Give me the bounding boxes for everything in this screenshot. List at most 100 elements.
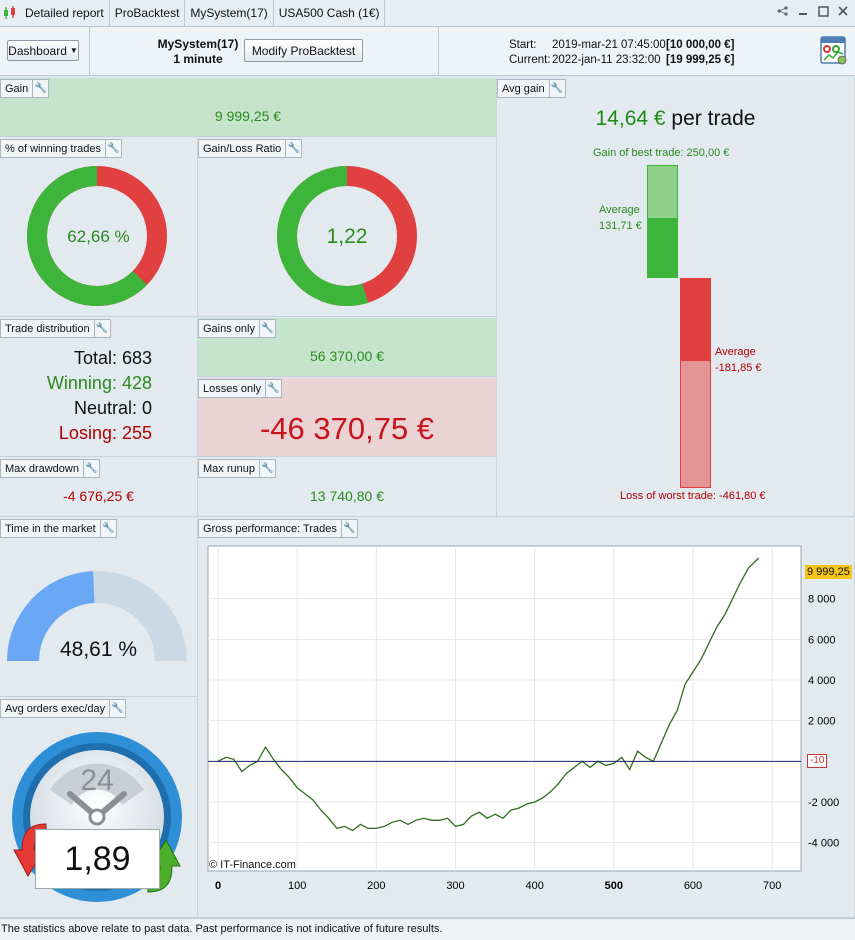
losses-only-title: Losses only [198, 379, 267, 398]
wrench-icon[interactable]: 🔧 [100, 519, 117, 538]
gross-performance-title: Gross performance: Trades [198, 519, 342, 538]
wrench-icon[interactable]: 🔧 [110, 699, 127, 718]
winning-trades-donut [27, 166, 167, 306]
tab-mysystem[interactable]: MySystem(17) [185, 0, 274, 27]
y-tick-label: -4 000 [808, 838, 839, 850]
share-icon[interactable] [777, 5, 789, 17]
x-tick-label: 200 [367, 880, 385, 892]
wrench-icon[interactable]: 🔧 [259, 459, 276, 478]
gains-only-panel: Gains only 🔧 56 370,00 € [198, 318, 497, 377]
winning-trades-panel: % of winning trades 🔧 62,66 % [0, 138, 198, 317]
gain-loss-ratio-title: Gain/Loss Ratio [198, 139, 287, 158]
max-drawdown-panel: Max drawdown 🔧 -4 676,25 € [0, 458, 198, 517]
avg-win-value: 131,71 € [599, 220, 642, 232]
gain-loss-ratio-value: 1,22 [326, 225, 368, 248]
title-bar: Detailed report ProBacktest MySystem(17)… [0, 0, 855, 27]
performance-line [217, 557, 760, 832]
last-value-tag: 9 999,25 [805, 565, 852, 579]
gross-performance-chart[interactable]: 0 100 200 300 400 500 600 700 8 000 6 000 4 000 2 0… [198, 518, 855, 903]
current-capital: [19 999,25 €] [666, 54, 735, 66]
gain-value: 9 999,25 € [214, 108, 282, 124]
neutral-trades-count: Neutral: 0 [73, 398, 152, 418]
system-name: MySystem(17) [157, 37, 239, 51]
chevron-down-icon: ▼ [69, 46, 78, 55]
avg-gain-suffix: per trade [671, 107, 756, 130]
maximize-icon[interactable] [817, 5, 829, 17]
loss-bar-avg [680, 278, 711, 361]
gross-performance-panel: Gross performance: Trades 🔧 0 100 200 300 400… [198, 518, 855, 918]
losses-only-panel: Losses only 🔧 -46 370,75 € [198, 378, 497, 457]
losses-only-value: -46 370,75 € [259, 411, 435, 446]
wrench-icon[interactable]: 🔧 [83, 459, 100, 478]
win-bar-light [647, 165, 678, 218]
wrench-icon[interactable]: 🔧 [33, 79, 50, 98]
gain-panel: Gain 🔧 9 999,25 € [0, 78, 497, 137]
winning-trades-value: 62,66 % [67, 227, 130, 246]
gain-title: Gain [0, 79, 34, 98]
report-settings-icon[interactable] [819, 34, 849, 66]
avg-loss-value: -181,85 € [715, 362, 762, 374]
wrench-icon[interactable]: 🔧 [341, 519, 358, 538]
avg-loss-label: Average [715, 346, 756, 358]
trade-distribution-panel: Trade distribution 🔧 Total: 683 Winning: … [0, 318, 198, 457]
disclaimer-footer: The statistics above relate to past data… [0, 918, 855, 940]
total-trades: Total: 683 [73, 348, 152, 368]
close-icon[interactable] [837, 5, 849, 17]
wrench-icon[interactable]: 🔧 [549, 79, 566, 98]
avg-orders-value: 1,89 [35, 829, 160, 889]
wrench-icon[interactable]: 🔧 [94, 319, 111, 338]
y-tick-label: 6 000 [808, 634, 836, 646]
gains-only-value: 56 370,00 € [310, 348, 384, 364]
trade-distribution-list: Total: 683 Winning: 428 Neutral: 0 Losin… [47, 346, 152, 446]
current-date: 2022-jan-11 23:32:00 [552, 54, 661, 66]
candlestick-icon [0, 0, 20, 27]
x-tick-label: 700 [763, 880, 781, 892]
time-in-market-title: Time in the market [0, 519, 101, 538]
x-tick-label: 400 [525, 880, 543, 892]
tab-detailed-report[interactable]: Detailed report [20, 0, 110, 27]
trade-distribution-title: Trade distribution [0, 319, 95, 338]
gain-loss-ratio-panel: Gain/Loss Ratio 🔧 1,22 [198, 138, 497, 317]
backtest-dates: Start: 2019-mar-21 07:45:00 [10 000,00 €… [509, 38, 734, 68]
start-capital: [10 000,00 €] [666, 39, 735, 51]
avg-win-label: Average [599, 204, 640, 216]
x-tick-label: 500 [605, 880, 623, 892]
win-bar-avg [647, 218, 678, 278]
minimize-icon[interactable] [797, 5, 809, 17]
tab-probacktest[interactable]: ProBacktest [110, 0, 186, 27]
max-runup-panel: Max runup 🔧 13 740,80 € [198, 458, 497, 517]
avg-orders-panel: Avg orders exec/day 🔧 24 1,89 [0, 698, 198, 918]
system-timeframe: 1 minute [173, 52, 223, 66]
copyright-label: © IT-Finance.com [209, 859, 296, 871]
wrench-icon[interactable]: 🔧 [286, 139, 303, 158]
time-in-market-panel: Time in the market 🔧 48,61 % [0, 518, 198, 697]
report-header: Dashboard ▼ MySystem(17) 1 minute Modify… [0, 27, 855, 76]
zero-line-tag: -10 [807, 754, 828, 769]
avg-gain-title: Avg gain [497, 79, 550, 98]
wrench-icon[interactable]: 🔧 [106, 139, 122, 158]
gain-loss-ratio-donut [277, 166, 417, 306]
modify-probacktest-button[interactable]: Modify ProBacktest [244, 39, 363, 62]
winning-trades-count: Winning: 428 [46, 373, 152, 393]
winning-trades-title: % of winning trades [0, 139, 106, 158]
loss-bar-light [680, 361, 711, 488]
dashboard-dropdown[interactable]: Dashboard ▼ [7, 40, 79, 61]
dashboard-label: Dashboard [8, 43, 67, 58]
max-runup-title: Max runup [198, 459, 260, 478]
tab-instrument[interactable]: USA500 Cash (1€) [274, 0, 386, 27]
worst-trade-label: Loss of worst trade: -461,80 € [620, 490, 766, 502]
system-info: MySystem(17) 1 minute [148, 37, 248, 67]
wrench-icon[interactable]: 🔧 [266, 379, 283, 398]
max-drawdown-value: -4 676,25 € [63, 488, 134, 504]
time-in-market-gauge [7, 571, 187, 661]
x-tick-label: 600 [684, 880, 702, 892]
y-tick-label: 8 000 [808, 594, 836, 606]
gains-only-title: Gains only [198, 319, 260, 338]
start-label: Start: [509, 39, 537, 51]
y-tick-label: -2 000 [808, 797, 839, 809]
current-label: Current: [509, 54, 551, 66]
losing-trades-count: Losing: 255 [58, 423, 152, 443]
max-drawdown-title: Max drawdown [0, 459, 84, 478]
x-tick-label: 300 [446, 880, 464, 892]
wrench-icon[interactable]: 🔧 [259, 319, 276, 338]
